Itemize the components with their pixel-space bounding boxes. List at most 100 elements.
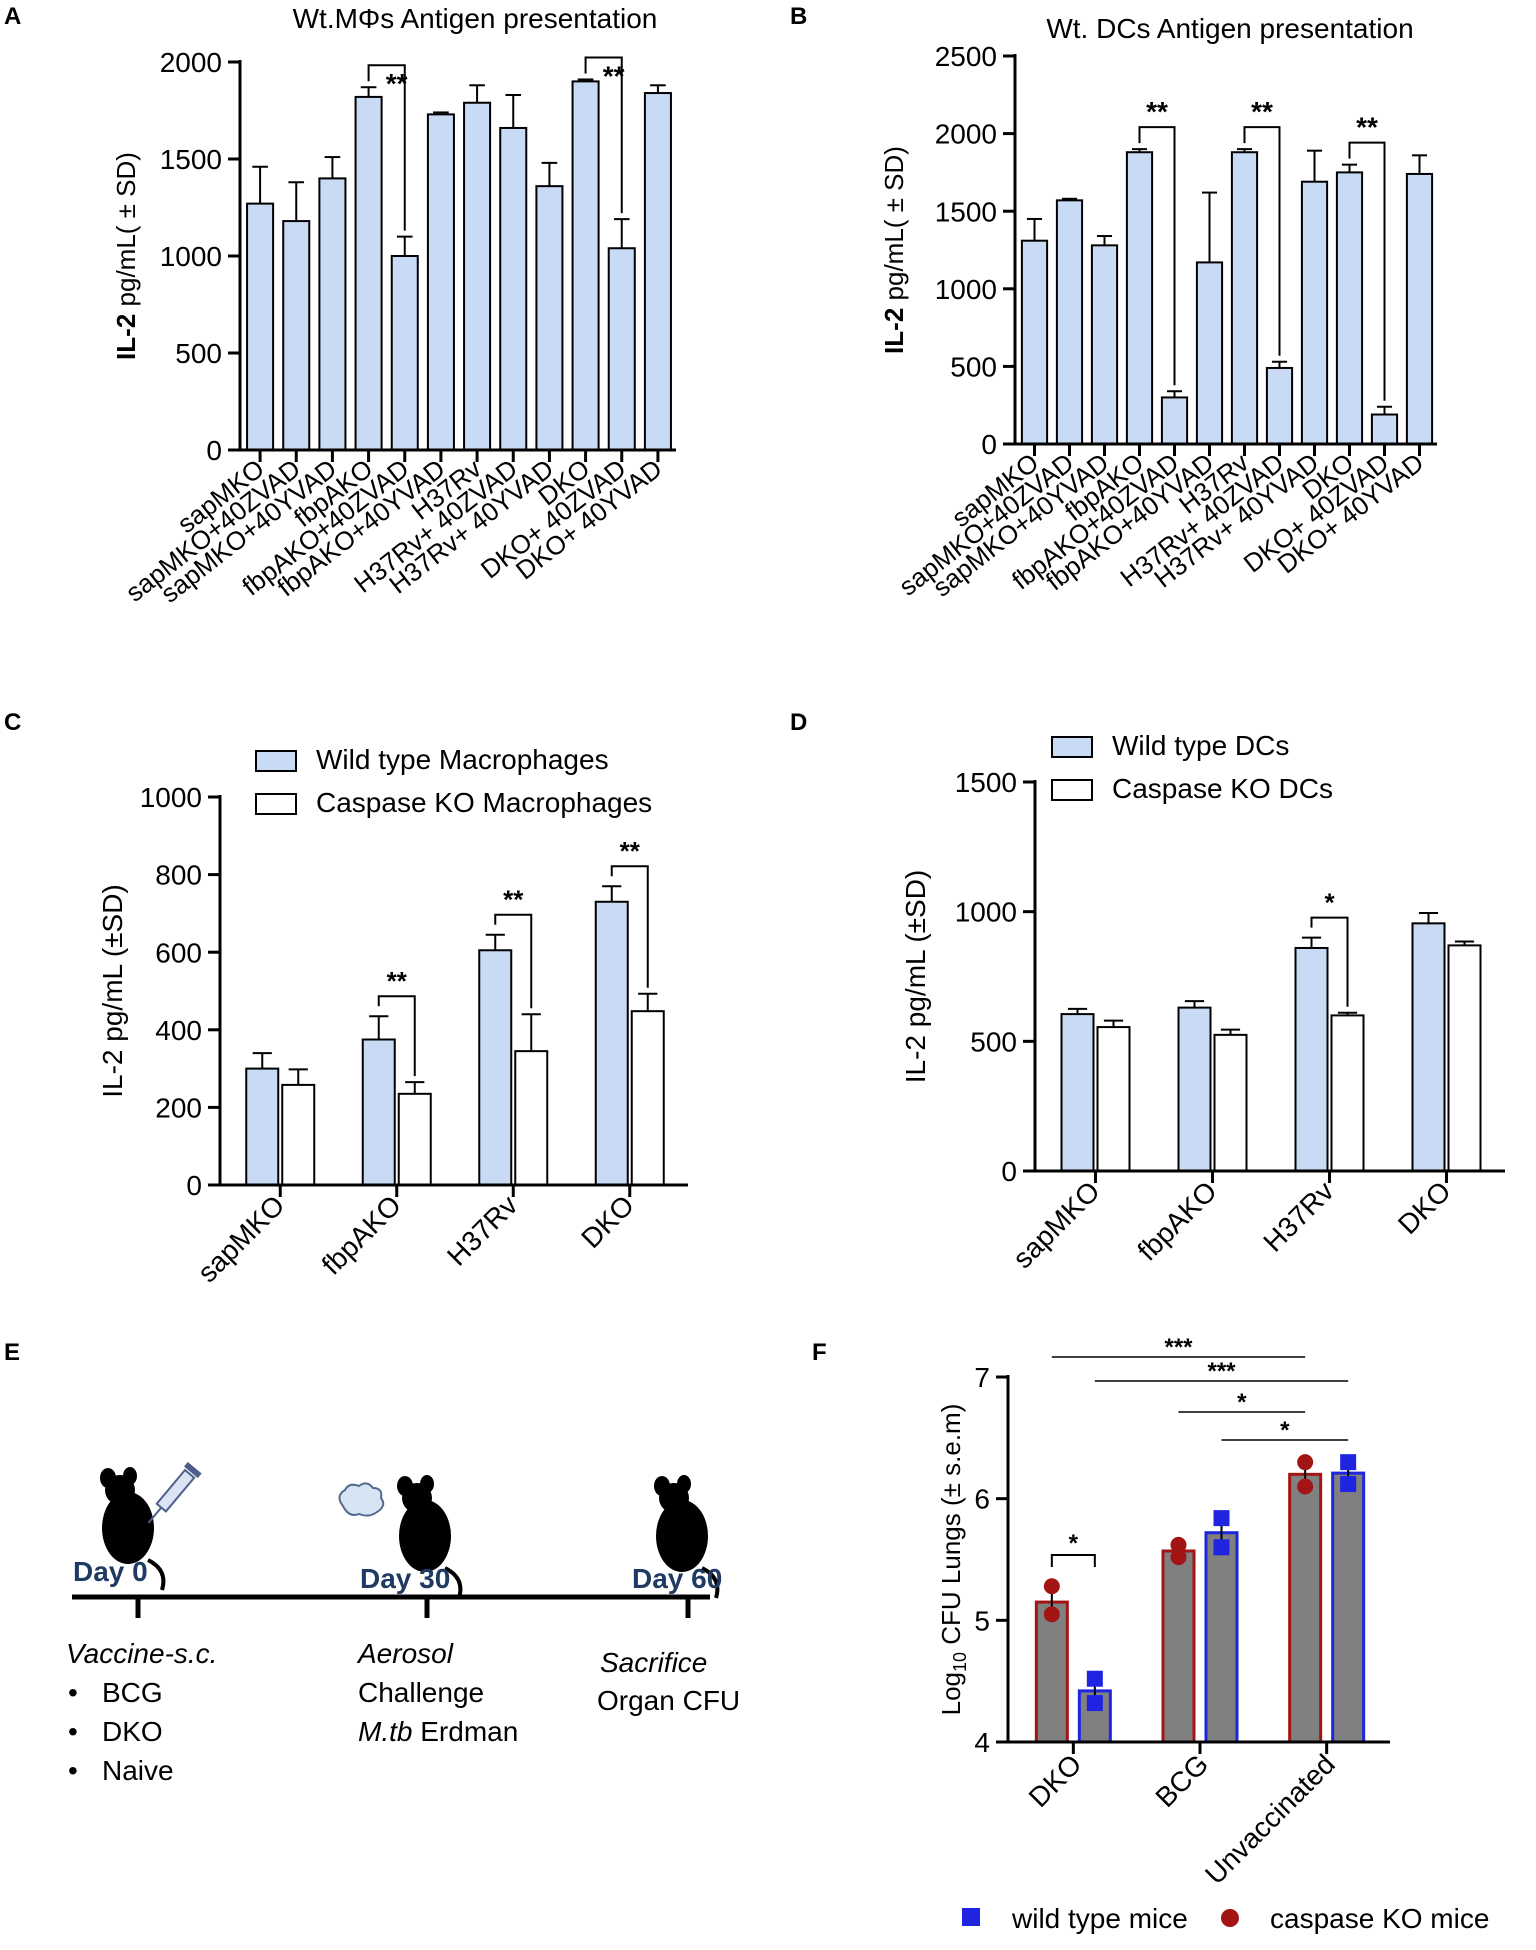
bar-b (1160, 396, 1189, 446)
y-axis-label-c: IL-2 pg/mL (±SD) (97, 884, 128, 1098)
x-tick-label-c: H37Rv (441, 1189, 523, 1271)
y-axis-label-f: Log10 CFU Lungs (± s.e.m) (936, 1404, 970, 1716)
bar-c (514, 1050, 549, 1187)
aerosol-cloud-icon (338, 1482, 385, 1517)
significance-label-b: ** (1356, 112, 1378, 143)
significance-label-f: * (1280, 1417, 1290, 1444)
legend-marker-f (962, 1908, 980, 1926)
bar-a (426, 113, 455, 451)
aerosol-label: Aerosol (356, 1638, 454, 1669)
bar-b (1370, 413, 1399, 445)
significance-label-b: ** (1146, 96, 1168, 127)
bar-a (282, 220, 311, 451)
significance-label-c: ** (620, 836, 641, 866)
y-tick-label-a: 0 (206, 435, 222, 466)
y-tick-label-c: 800 (155, 860, 202, 891)
y-tick-label-f: 5 (974, 1605, 990, 1636)
significance-bracket-c (494, 913, 533, 1009)
x-tick-label-f: Unvaccinated (1199, 1748, 1341, 1890)
bar-a (463, 101, 492, 452)
y-axis-label-b: IL-2 pg/mL( ± SD) (879, 146, 909, 354)
bar-a (390, 255, 419, 451)
bar-f (1288, 1472, 1323, 1744)
bar-b (1090, 244, 1119, 445)
y-tick-label-c: 1000 (140, 782, 202, 813)
bar-d (1177, 1006, 1212, 1172)
mouse-icon (397, 1475, 463, 1599)
bar-d (1060, 1013, 1095, 1172)
bar-b (1195, 261, 1224, 445)
y-tick-label-b: 0 (981, 429, 997, 460)
bar-b (1405, 172, 1434, 445)
significance-bracket-a (367, 64, 406, 231)
legend-label-c: Caspase KO Macrophages (316, 787, 652, 818)
significance-label-f: *** (1207, 1358, 1236, 1385)
y-tick-label-c: 0 (186, 1170, 202, 1201)
y-axis-label-a: IL-2 pg/mL( ± SD) (111, 152, 141, 360)
challenge-label: Challenge (358, 1677, 484, 1708)
mouse-icon (100, 1467, 166, 1591)
bar-c (397, 1092, 432, 1186)
y-tick-label-c: 400 (155, 1015, 202, 1046)
data-point-f (1297, 1478, 1314, 1495)
y-tick-label-b: 2000 (935, 119, 997, 150)
y-tick-label-f: 6 (974, 1484, 990, 1515)
panel-label-a: A (4, 3, 21, 30)
timeline-panel: Day 0 Day 30 Day 60 Vaccine-s.c. • BCG •… (66, 1461, 740, 1786)
y-tick-label-f: 7 (974, 1362, 990, 1393)
syringe-icon (147, 1461, 202, 1524)
data-point-f (1043, 1606, 1060, 1623)
chart-d: 0 500 1000 1500 sapMKO fbpAKO H37Rv DKO IL-2 pg/… (900, 730, 1505, 1274)
bar-b (1125, 151, 1154, 445)
significance-label-c: ** (387, 966, 408, 996)
day-30-label: Day 30 (360, 1563, 450, 1594)
significance-bracket-c (610, 865, 649, 988)
bar-a (535, 185, 564, 451)
bar-d (1294, 946, 1329, 1172)
data-point-f (1340, 1454, 1357, 1471)
bar-a (571, 80, 600, 452)
data-point-f (1213, 1510, 1230, 1527)
y-tick-label-c: 200 (155, 1092, 202, 1123)
data-point-f (1086, 1670, 1103, 1687)
significance-bracket-b (1348, 141, 1386, 401)
x-tick-label-c: sapMKO (192, 1189, 291, 1288)
y-tick-label-a: 1000 (160, 241, 222, 272)
bar-c (245, 1067, 280, 1186)
panel-label-b: B (790, 3, 807, 30)
legend-label-c: Wild type Macrophages (316, 744, 609, 775)
vaccine-bullet: • (68, 1755, 78, 1786)
y-tick-label-b: 1500 (935, 196, 997, 227)
bar-b (1265, 366, 1294, 445)
data-point-f (1086, 1695, 1103, 1712)
x-tick-label-d: H37Rv (1257, 1175, 1339, 1257)
bar-d (1447, 944, 1482, 1172)
y-tick-label-b: 500 (950, 351, 997, 382)
bar-a (499, 126, 528, 452)
bar-a (354, 95, 383, 451)
vaccine-item-dko: DKO (102, 1716, 163, 1747)
bar-c (630, 1010, 665, 1187)
y-tick-label-d: 1500 (955, 767, 1017, 798)
bar-d (1330, 1014, 1365, 1173)
chart-b: Wt. DCs Antigen presentation 0 500 1000 1500… (879, 13, 1437, 603)
organ-cfu-label: Organ CFU (597, 1685, 740, 1716)
significance-bracket-d (1310, 916, 1349, 1007)
significance-bracket-c (377, 995, 416, 1077)
significance-label-f: *** (1164, 1334, 1193, 1361)
bar-a (643, 92, 672, 451)
significance-label-d: * (1324, 888, 1335, 918)
vaccine-bullet: • (68, 1677, 78, 1708)
data-point-f (1170, 1536, 1187, 1553)
vaccine-title: Vaccine-s.c. (66, 1638, 217, 1669)
bar-c (594, 900, 629, 1186)
day-0-label: Day 0 (73, 1556, 148, 1587)
significance-label-f: * (1069, 1530, 1079, 1557)
legend-label-f: wild type mice (1011, 1903, 1188, 1934)
significance-bracket-b (1138, 126, 1176, 386)
data-point-f (1340, 1476, 1357, 1493)
y-tick-label-b: 2500 (935, 41, 997, 72)
bar-c (478, 949, 513, 1187)
significance-label-c: ** (503, 885, 524, 915)
